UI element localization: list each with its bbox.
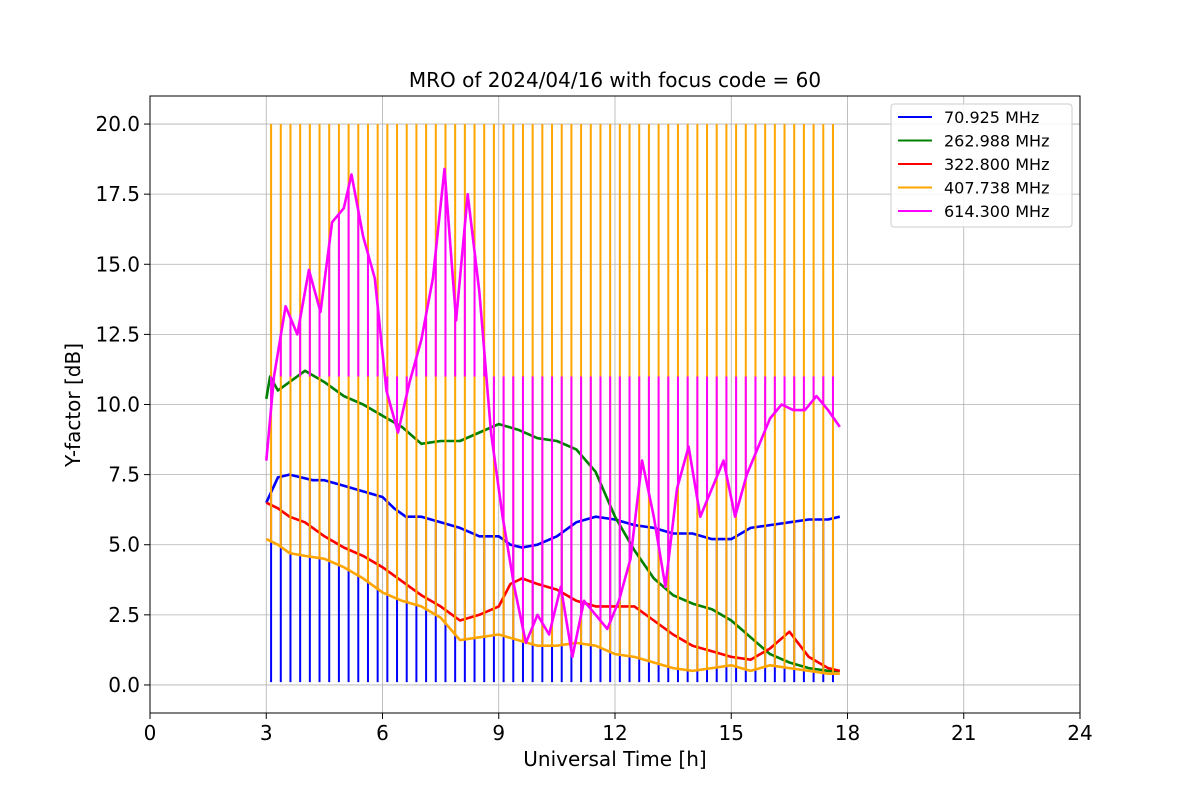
legend-label: 70.925 MHz <box>944 108 1039 127</box>
series-layer <box>265 124 841 683</box>
x-tick-label: 21 <box>951 721 976 745</box>
x-axis-label: Universal Time [h] <box>523 747 706 771</box>
x-tick-label: 3 <box>260 721 273 745</box>
y-tick-label: 15.0 <box>95 252 140 276</box>
series-1 <box>265 369 840 673</box>
x-tick-label: 6 <box>376 721 389 745</box>
legend-label: 614.300 MHz <box>944 202 1049 221</box>
legend-frame <box>890 103 1073 228</box>
y-tick-label: 10.0 <box>95 393 140 417</box>
series-4 <box>265 167 841 659</box>
x-tick-label: 18 <box>835 721 860 745</box>
y-tick-label: 5.0 <box>108 533 140 557</box>
legend-label: 322.800 MHz <box>944 155 1049 174</box>
x-tick-label: 15 <box>719 721 744 745</box>
series-2 <box>265 501 841 673</box>
series-line <box>265 501 841 673</box>
y-tick-label: 0.0 <box>108 673 140 697</box>
x-tick-label: 9 <box>492 721 505 745</box>
legend-label: 407.738 MHz <box>944 179 1049 198</box>
x-tick-label: 0 <box>144 721 157 745</box>
chart-title: MRO of 2024/04/16 with focus code = 60 <box>409 68 821 92</box>
y-tick-label: 20.0 <box>95 112 140 136</box>
legend: 70.925 MHz 262.988 MHz 322.800 MHz 407.7… <box>890 103 1073 228</box>
series-line <box>265 537 840 676</box>
series-line <box>265 369 840 673</box>
y-tick-label: 12.5 <box>95 322 140 346</box>
y-tick-label: 17.5 <box>95 182 140 206</box>
y-tick-label: 7.5 <box>108 463 140 487</box>
y-tick-label: 2.5 <box>108 603 140 627</box>
x-tick-label: 24 <box>1067 721 1092 745</box>
x-tick-label: 12 <box>602 721 627 745</box>
y-axis-label: Y-factor [dB] <box>61 343 85 468</box>
series-line <box>265 167 841 659</box>
legend-label: 262.988 MHz <box>944 132 1049 151</box>
legend-items: 70.925 MHz 262.988 MHz 322.800 MHz 407.7… <box>898 108 1049 221</box>
axis-ticks: 0 3 6 9 12 15 18 21 24 0.0 2.5 5.0 7.5 10.0 12.5 15.0 17… <box>95 112 1092 745</box>
